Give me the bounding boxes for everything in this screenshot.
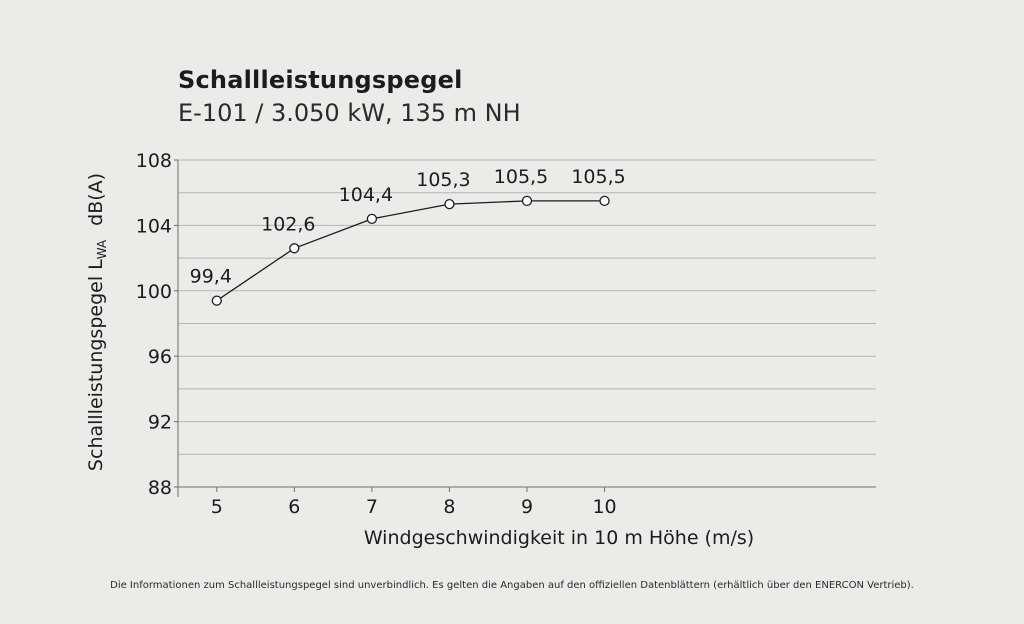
data-point bbox=[599, 195, 610, 207]
series-layer bbox=[211, 195, 610, 306]
y-tick-label: 104 bbox=[136, 215, 172, 237]
x-tick-label: 10 bbox=[592, 496, 616, 518]
series-line bbox=[216, 200, 605, 302]
data-label: 104,4 bbox=[339, 184, 393, 206]
x-tick-label: 5 bbox=[211, 496, 223, 518]
axis-layer: 88 92 96 100 104 108 5 6 7 8 9 10 Windgeschwindigkei… bbox=[85, 150, 754, 549]
x-tick-label: 6 bbox=[288, 496, 300, 518]
label-layer: 99,4 102,6 104,4 105,3 105,5 105,5 bbox=[190, 166, 626, 288]
data-point bbox=[521, 195, 533, 207]
y-tick-label: 92 bbox=[148, 412, 172, 434]
chart-title: Schallleistungspegel bbox=[178, 66, 463, 94]
data-point bbox=[211, 295, 222, 306]
data-point bbox=[289, 243, 300, 254]
x-tick-label: 9 bbox=[521, 496, 533, 518]
data-label: 105,3 bbox=[416, 169, 470, 191]
data-label: 105,5 bbox=[571, 166, 625, 188]
x-tick-label: 8 bbox=[443, 496, 455, 518]
data-point bbox=[366, 213, 378, 225]
grid-layer bbox=[178, 159, 876, 488]
disclaimer-footnote: Die Informationen zum Schallleistungspeg… bbox=[110, 580, 914, 591]
data-point bbox=[444, 198, 455, 210]
y-tick-label: 96 bbox=[148, 346, 172, 368]
data-label: 102,6 bbox=[261, 213, 315, 235]
x-tick-label: 7 bbox=[366, 496, 378, 518]
y-tick-label: 88 bbox=[148, 477, 172, 499]
y-tick-label: 100 bbox=[136, 281, 172, 303]
y-axis-label: Schallleistungspegel LWAdB(A) bbox=[85, 173, 109, 471]
chart-subtitle: E-101 / 3.050 kW, 135 m NH bbox=[178, 99, 521, 127]
data-label: 105,5 bbox=[494, 166, 548, 188]
data-label: 99,4 bbox=[190, 266, 232, 288]
y-tick-label: 108 bbox=[136, 150, 172, 172]
x-axis-label: Windgeschwindigkeit in 10 m Höhe (m/s) bbox=[364, 527, 754, 549]
